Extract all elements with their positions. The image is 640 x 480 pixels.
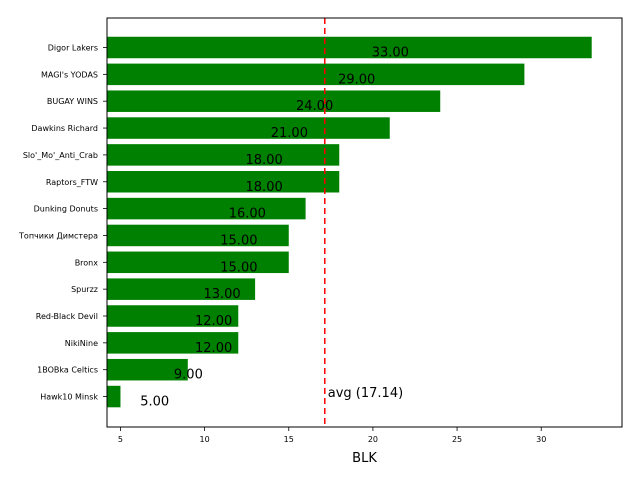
data-label: 9.00 [174,368,203,383]
y-tick-label: Топчики Димстера [18,231,98,240]
data-label: 13.00 [203,287,240,302]
bar [107,90,441,112]
bar [107,117,390,139]
bar [107,63,525,86]
y-tick-label: NikiNine [65,339,98,348]
data-label: 12.00 [195,314,232,329]
x-tick-label: 20 [368,435,378,444]
y-tick-labels: Digor Lakers MAGI's YODAS BUGAY WINS Dawkin… [18,44,107,402]
x-tick-label: 15 [284,435,294,444]
y-tick-label: Hawk10 Minsk [40,393,98,402]
bar [107,197,306,220]
plot-frame [106,17,623,428]
x-ticks: 5 10 15 20 25 30 [118,427,546,444]
data-labels: 33.00 29.00 24.00 21.00 18.00 18.00 16.00 15.00… [140,46,409,410]
bar [107,385,121,408]
data-label: 16.00 [229,207,266,222]
bar [107,144,340,166]
data-label: 33.00 [372,46,409,61]
data-label: 5.00 [140,395,169,410]
bar [107,305,239,327]
data-label: 18.00 [246,153,283,168]
y-tick-label: 1BOBka Celtics [37,366,98,375]
y-tick-label: BUGAY WINS [47,97,98,106]
data-label: 24.00 [296,99,333,114]
y-tick-label: Dawkins Richard [31,124,98,133]
data-label: 18.00 [246,180,283,195]
x-tick-label: 10 [200,435,210,444]
data-label: 29.00 [338,72,375,87]
y-tick-label: Raptors_FTW [46,178,98,187]
data-label: 21.00 [271,126,308,141]
x-tick-label: 30 [536,435,546,444]
x-tick-label: 5 [118,435,123,444]
bar [107,358,188,381]
data-label: 12.00 [195,341,232,356]
data-label: 15.00 [220,233,257,248]
y-tick-label: Red-Black Devil [36,312,98,321]
y-tick-label: Slo'_Mo'_Anti_Crab [23,151,98,160]
y-tick-label: MAGI's YODAS [41,70,98,79]
y-tick-label: Spurzz [71,285,98,294]
x-axis-label: BLK [352,451,377,466]
y-tick-label: Dunking Donuts [34,205,98,214]
x-tick-label: 25 [452,435,462,444]
bars-group [107,36,592,408]
bar [107,251,289,274]
data-label: 15.00 [220,260,257,275]
bar [107,36,592,59]
y-tick-label: Digor Lakers [48,44,98,53]
bar [107,278,256,300]
bar [107,171,340,193]
average-label: avg (17.14) [328,386,403,401]
bar [107,224,289,247]
y-tick-label: Bronx [75,258,99,267]
bar [107,332,239,354]
